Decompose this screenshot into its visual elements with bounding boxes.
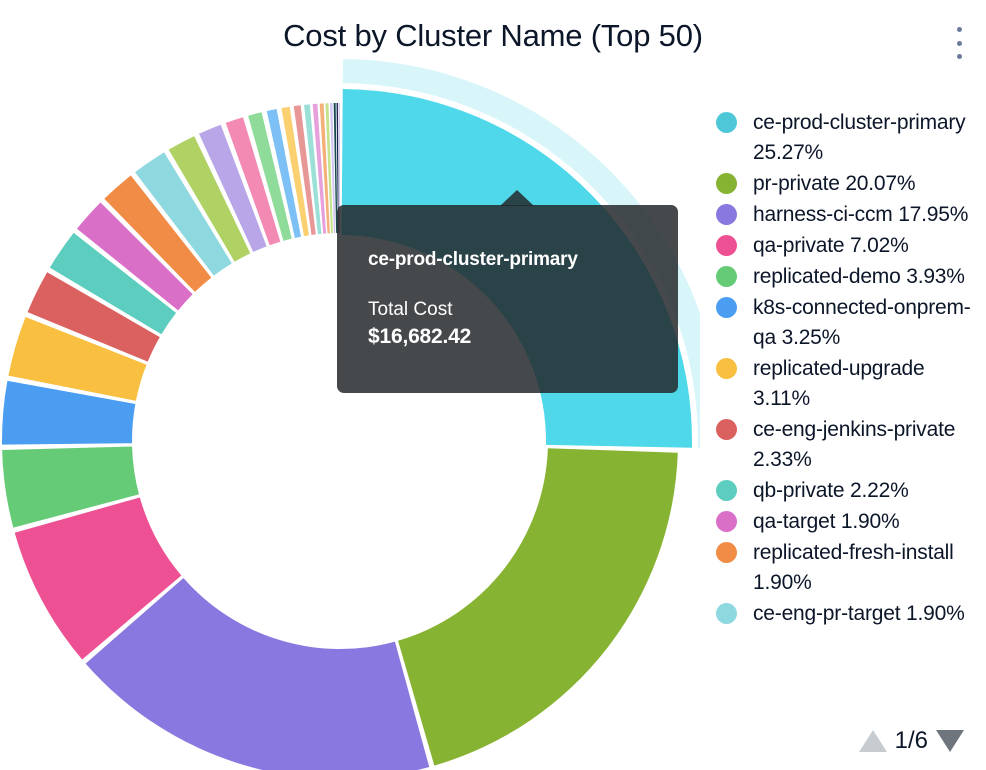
- donut-slice[interactable]: [333, 103, 338, 234]
- legend-item[interactable]: qa-private 7.02%: [716, 231, 986, 261]
- legend-swatch-icon: [716, 358, 737, 379]
- donut-slice[interactable]: [27, 272, 160, 362]
- legend-item[interactable]: pr-private 20.07%: [716, 169, 986, 199]
- donut-slice[interactable]: [304, 104, 322, 235]
- legend-item[interactable]: replicated-fresh-install 1.90%: [716, 538, 986, 598]
- donut-chart[interactable]: [0, 0, 700, 770]
- donut-slice[interactable]: [199, 124, 267, 252]
- donut-slice[interactable]: [76, 202, 193, 311]
- legend-item-label: qa-target 1.90%: [753, 510, 900, 533]
- page-title: Cost by Cluster Name (Top 50): [283, 18, 703, 53]
- legend-swatch-icon: [716, 542, 737, 563]
- donut-slice[interactable]: [8, 317, 147, 401]
- legend-swatch-icon: [716, 235, 737, 256]
- donut-slice[interactable]: [248, 112, 292, 241]
- legend-item[interactable]: ce-prod-cluster-primary 25.27%: [716, 108, 986, 168]
- donut-slice[interactable]: [14, 497, 182, 660]
- triangle-down-icon[interactable]: [936, 730, 964, 752]
- legend-swatch-icon: [716, 419, 737, 440]
- legend-swatch-icon: [716, 297, 737, 318]
- legend-item[interactable]: ce-eng-pr-target 1.90%: [716, 599, 986, 629]
- donut-slice[interactable]: [325, 103, 333, 234]
- donut-slice[interactable]: [168, 136, 251, 262]
- legend-item-label: replicated-fresh-install 1.90%: [753, 541, 954, 594]
- donut-chart-svg: [2, 59, 700, 770]
- legend-item[interactable]: ce-eng-jenkins-private 2.33%: [716, 415, 986, 475]
- donut-slice[interactable]: [336, 103, 339, 234]
- legend-item-label: replicated-demo 3.93%: [753, 265, 965, 288]
- donut-slice[interactable]: [329, 103, 336, 234]
- chart-legend[interactable]: ce-prod-cluster-primary 25.27% pr-private…: [716, 108, 986, 720]
- legend-item-label: ce-eng-pr-target 1.90%: [753, 602, 965, 625]
- donut-slice[interactable]: [398, 448, 678, 766]
- donut-slice[interactable]: [319, 103, 330, 234]
- kebab-menu-icon[interactable]: [948, 24, 970, 62]
- page-indicator: 1/6: [894, 727, 928, 754]
- donut-slices[interactable]: [2, 89, 692, 770]
- legend-item-label: k8s-connected-onprem-qa 3.25%: [753, 296, 971, 349]
- legend-item[interactable]: replicated-upgrade 3.11%: [716, 354, 986, 414]
- donut-slice[interactable]: [104, 175, 212, 292]
- kebab-dot: [956, 27, 962, 32]
- legend-item-label: ce-eng-jenkins-private 2.33%: [753, 418, 956, 471]
- legend-item[interactable]: qb-private 2.22%: [716, 476, 986, 506]
- legend-swatch-icon: [716, 266, 737, 287]
- donut-slice[interactable]: [2, 380, 136, 445]
- kebab-dot: [956, 40, 962, 46]
- legend-swatch-icon: [716, 480, 737, 501]
- donut-slice[interactable]: [49, 232, 177, 335]
- legend-item-label: qa-private 7.02%: [753, 234, 909, 257]
- legend-item-label: pr-private 20.07%: [753, 172, 916, 195]
- legend-item-label: harness-ci-ccm 17.95%: [753, 203, 969, 226]
- triangle-up-icon[interactable]: [858, 730, 887, 752]
- legend-item-label: replicated-upgrade 3.11%: [753, 357, 925, 410]
- donut-slice[interactable]: [266, 108, 301, 238]
- legend-item[interactable]: k8s-connected-onprem-qa 3.25%: [716, 293, 986, 353]
- donut-slice[interactable]: [2, 446, 139, 528]
- legend-swatch-icon: [716, 511, 737, 532]
- donut-slice[interactable]: [281, 106, 310, 237]
- donut-slice[interactable]: [341, 89, 692, 448]
- donut-slice[interactable]: [293, 105, 316, 235]
- legend-swatch-icon: [716, 204, 737, 225]
- legend-item-label: ce-prod-cluster-primary 25.27%: [753, 111, 966, 164]
- legend-item-label: qb-private 2.22%: [753, 479, 909, 502]
- legend-swatch-icon: [716, 112, 737, 133]
- donut-slice[interactable]: [85, 577, 430, 770]
- donut-slice[interactable]: [135, 152, 232, 276]
- legend-swatch-icon: [716, 603, 737, 624]
- kebab-dot: [956, 54, 962, 59]
- legend-item[interactable]: harness-ci-ccm 17.95%: [716, 200, 986, 230]
- donut-slice[interactable]: [225, 117, 281, 246]
- donut-slice[interactable]: [338, 103, 340, 234]
- legend-item[interactable]: qa-target 1.90%: [716, 507, 986, 537]
- legend-swatch-icon: [716, 173, 737, 194]
- legend-item[interactable]: replicated-demo 3.93%: [716, 262, 986, 292]
- legend-pagination[interactable]: 1/6: [848, 724, 966, 758]
- donut-slice[interactable]: [312, 103, 327, 234]
